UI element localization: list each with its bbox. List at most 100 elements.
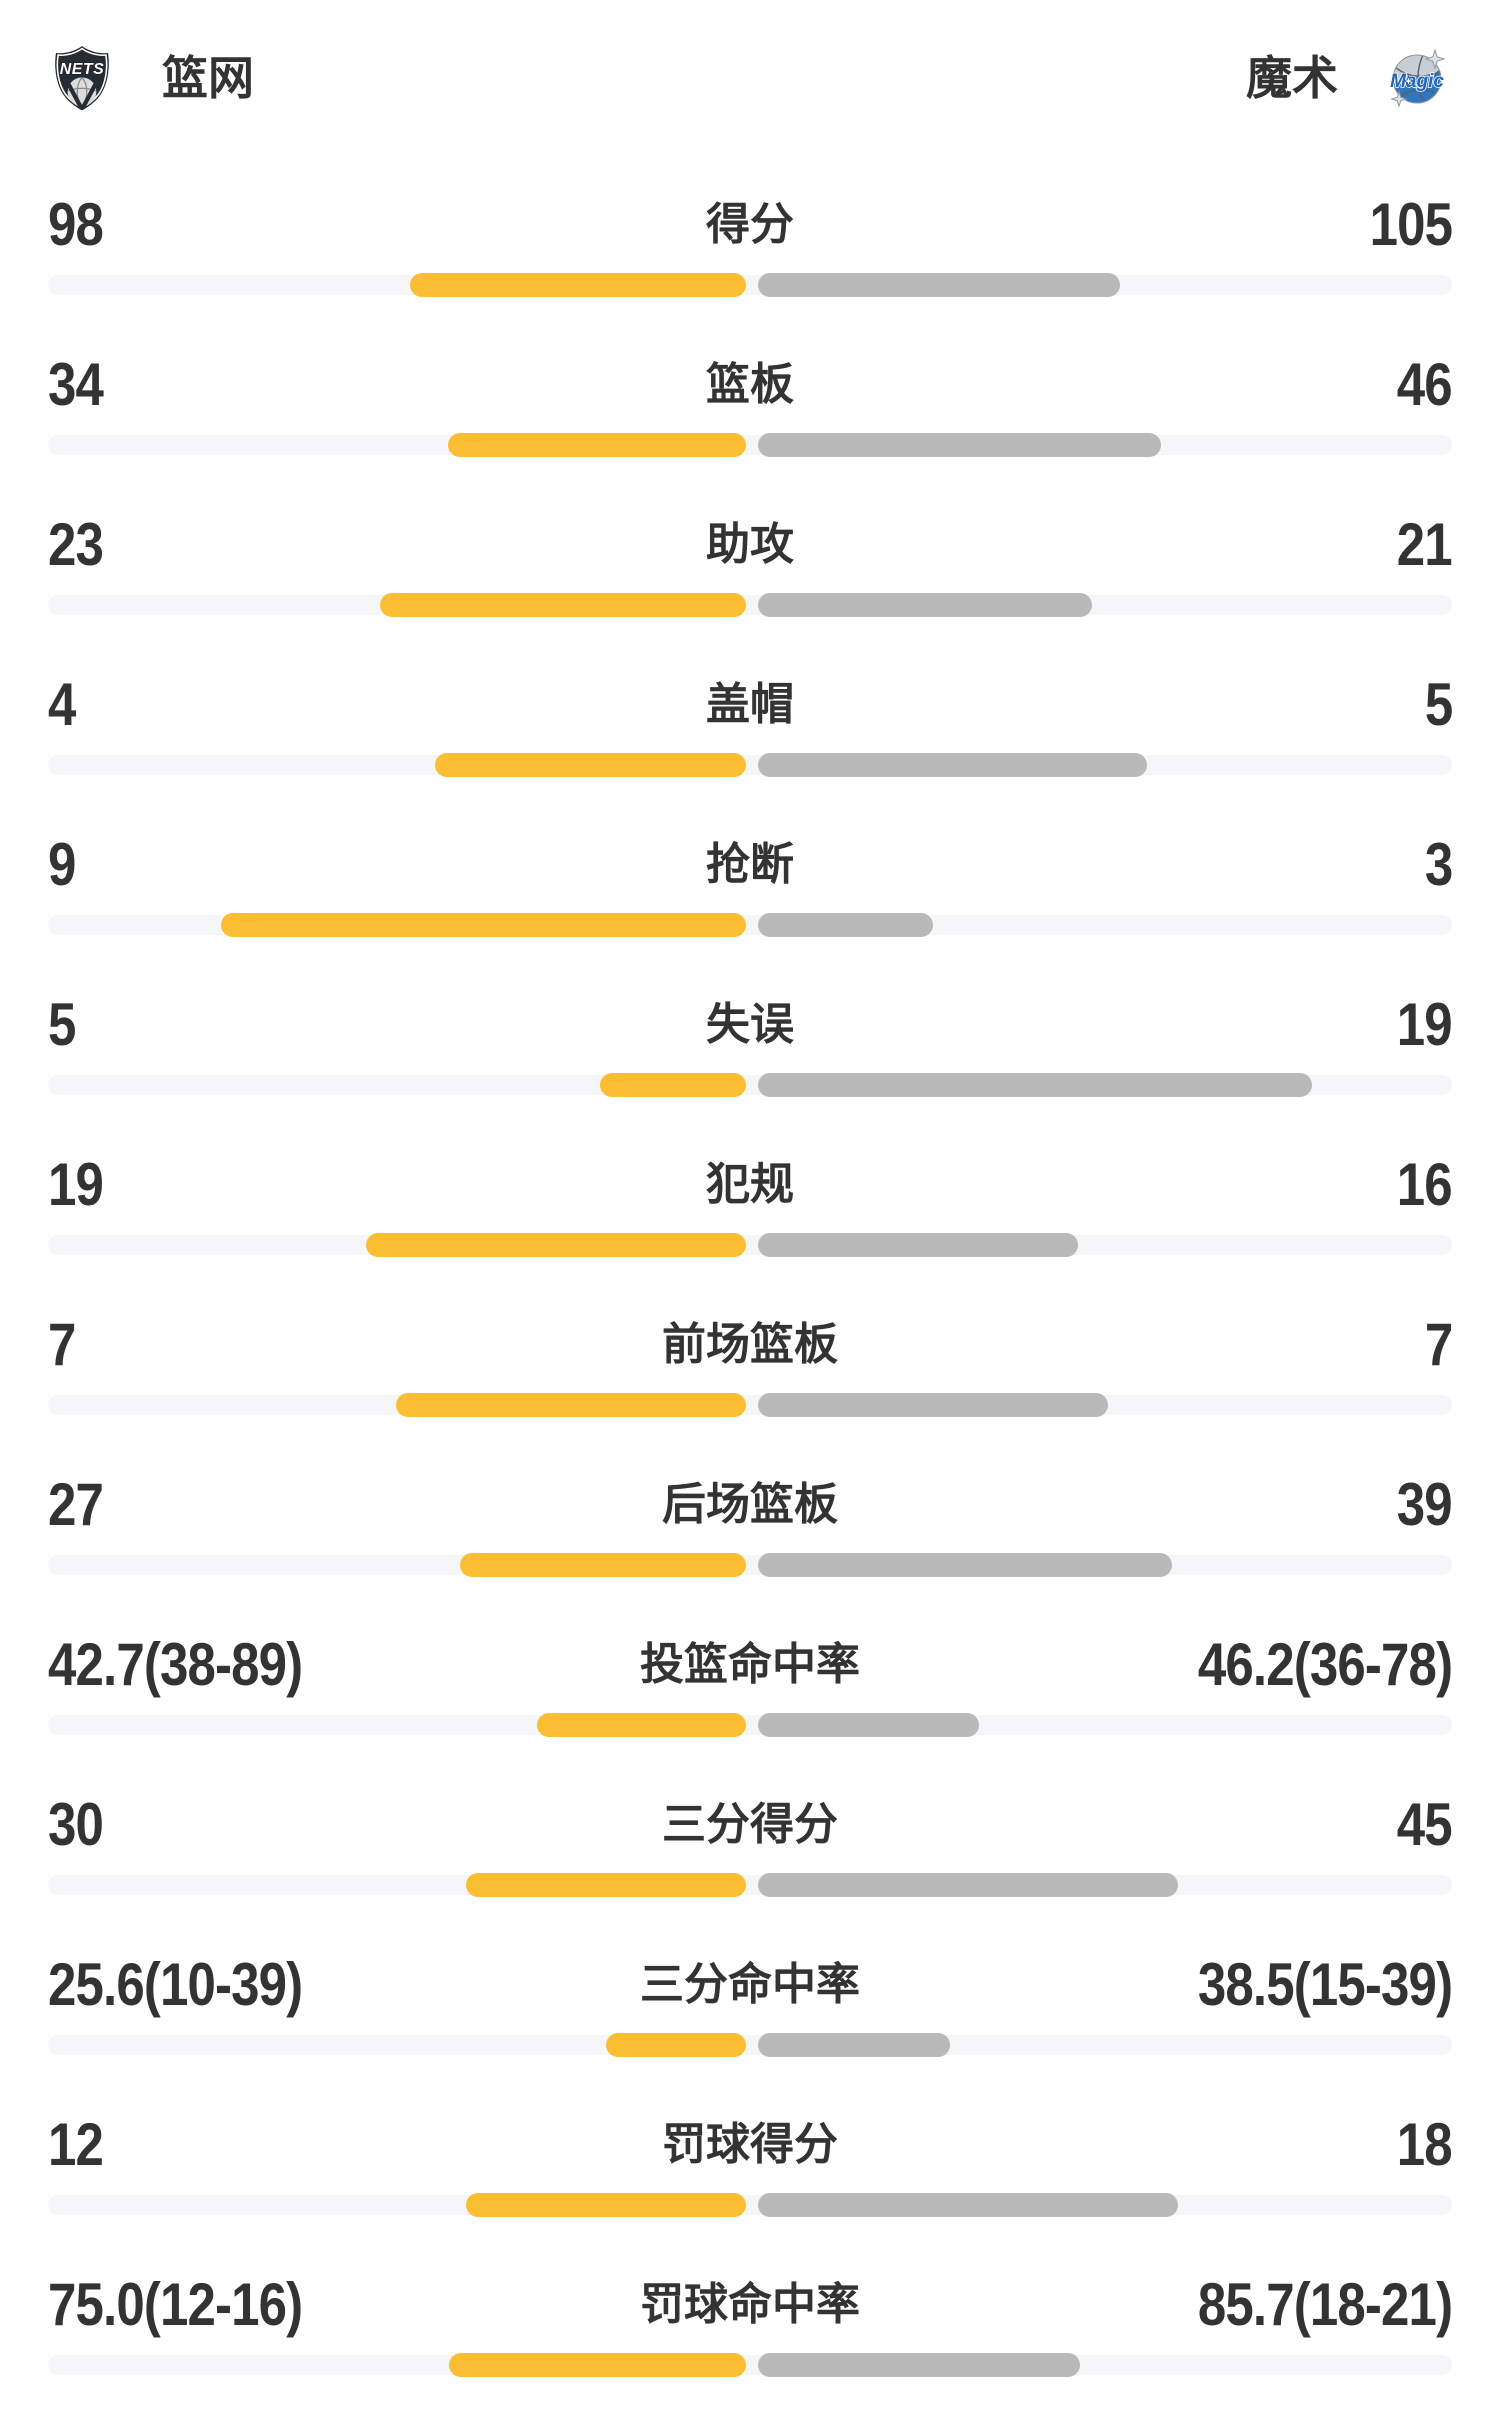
stat-bar-track [48,2193,1452,2217]
stat-row: 12 罚球得分 18 [0,2090,1500,2250]
stat-bar-track [48,1233,1452,1257]
stat-row: 42.7(38-89) 投篮命中率 46.2(36-78) [0,1610,1500,1770]
away-value: 19 [1396,991,1453,1058]
home-value: 75.0(12-16) [48,2271,303,2338]
stat-label: 犯规 [706,1160,794,1209]
scoreboard-header: NETS 篮网 Magic 魔术 [0,44,1500,112]
stat-row: 75.0(12-16) 罚球命中率 85.7(18-21) [0,2250,1500,2410]
stat-label: 得分 [706,200,794,249]
stat-bar-track [48,1393,1452,1417]
stat-bar-track [48,593,1452,617]
stat-row: 27 后场篮板 39 [0,1450,1500,1610]
away-bar [758,2033,950,2057]
home-bar [448,433,746,457]
away-value: 38.5(15-39) [1197,1951,1453,2018]
stat-label: 前场篮板 [662,1320,838,1369]
stat-bar-track [48,1553,1452,1577]
home-value: 34 [48,351,104,418]
stat-row: 9 抢断 3 [0,810,1500,970]
home-value: 7 [48,1311,76,1378]
away-value: 46.2(36-78) [1197,1631,1453,1698]
away-bar [758,1873,1178,1897]
away-value: 46 [1396,351,1453,418]
away-value: 7 [1424,1311,1452,1378]
stat-label: 失误 [706,1000,794,1049]
stat-bar-track [48,2033,1452,2057]
away-bar [758,913,933,937]
home-bar [410,273,746,297]
stats-list: 98 得分 105 34 篮板 46 23 助攻 21 4 盖帽 5 [0,170,1500,2410]
away-value: 85.7(18-21) [1197,2271,1453,2338]
away-bar [758,593,1092,617]
stat-label: 盖帽 [706,680,794,729]
away-bar [758,2353,1080,2377]
stat-label: 三分得分 [662,1800,838,1849]
stat-row: 23 助攻 21 [0,490,1500,650]
away-value: 21 [1396,511,1453,578]
stat-label: 罚球得分 [662,2120,838,2169]
home-bar [380,593,746,617]
stat-bar-track [48,2353,1452,2377]
away-value: 18 [1396,2111,1453,2178]
team-away[interactable]: Magic 魔术 [1246,44,1450,112]
home-value: 27 [48,1471,104,1538]
home-bar [396,1393,746,1417]
home-bar [537,1713,746,1737]
stat-label: 罚球命中率 [640,2280,860,2329]
stat-row: 4 盖帽 5 [0,650,1500,810]
stat-row: 98 得分 105 [0,170,1500,330]
home-bar [366,1233,746,1257]
stat-label: 投篮命中率 [640,1640,860,1689]
home-value: 23 [48,511,104,578]
home-value: 4 [48,671,76,738]
stat-row: 25.6(10-39) 三分命中率 38.5(15-39) [0,1930,1500,2090]
home-value: 30 [48,1791,104,1858]
stat-bar-track [48,1073,1452,1097]
team-home-name: 篮网 [162,52,254,104]
home-value: 9 [48,831,76,898]
away-bar [758,273,1120,297]
away-value: 105 [1369,191,1452,258]
nets-shield-logo-icon: NETS [55,46,109,111]
away-value: 3 [1424,831,1452,898]
home-bar [435,753,746,777]
home-value: 98 [48,191,104,258]
home-bar [600,1073,746,1097]
team-away-name: 魔术 [1246,52,1338,104]
stat-bar-track [48,753,1452,777]
stat-bar-track [48,913,1452,937]
stat-label: 篮板 [706,360,794,409]
nets-logo-text: NETS [60,61,105,78]
home-bar [466,2193,746,2217]
home-value: 12 [48,2111,104,2178]
stat-label: 后场篮板 [662,1480,838,1529]
stat-row: 34 篮板 46 [0,330,1500,490]
home-value: 42.7(38-89) [48,1631,303,1698]
away-bar [758,1393,1108,1417]
away-bar [758,753,1147,777]
away-bar [758,1073,1312,1097]
stat-bar-track [48,433,1452,457]
away-bar [758,1713,979,1737]
away-value: 39 [1396,1471,1453,1538]
home-value: 25.6(10-39) [48,1951,303,2018]
home-bar [449,2353,746,2377]
away-bar [758,1233,1078,1257]
home-bar [221,913,746,937]
stat-label: 三分命中率 [640,1960,860,2009]
stat-row: 19 犯规 16 [0,1130,1500,1290]
home-bar [460,1553,746,1577]
stat-bar-track [48,1873,1452,1897]
stat-row: 30 三分得分 45 [0,1770,1500,1930]
away-bar [758,433,1161,457]
home-bar [466,1873,746,1897]
magic-logo-text: Magic [1390,71,1444,92]
home-bar [606,2033,746,2057]
stat-row: 7 前场篮板 7 [0,1290,1500,1450]
stat-bar-track [48,1713,1452,1737]
away-value: 5 [1424,671,1452,738]
home-value: 19 [48,1151,104,1218]
team-home[interactable]: NETS 篮网 [50,44,254,112]
away-bar [758,2193,1178,2217]
